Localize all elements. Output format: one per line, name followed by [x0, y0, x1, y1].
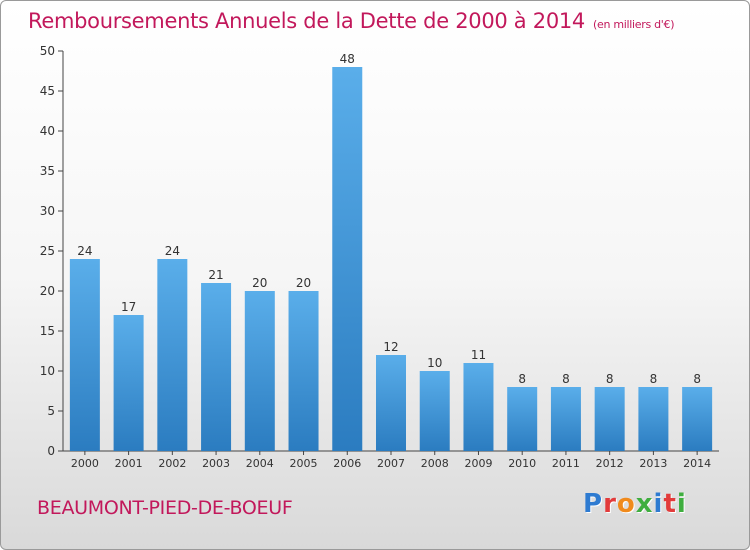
bar-value-label: 12 — [383, 340, 398, 354]
logo-letter: i — [653, 489, 664, 519]
x-tick-label: 2008 — [421, 457, 449, 470]
x-tick-label: 2006 — [333, 457, 361, 470]
y-tick-label: 20 — [40, 284, 55, 298]
bar — [69, 259, 100, 451]
logo-letter: r — [603, 489, 617, 519]
bar — [244, 291, 275, 451]
bar — [332, 67, 363, 451]
bar — [550, 387, 581, 451]
chart-title-text: Remboursements Annuels de la Dette de 20… — [28, 9, 585, 33]
bar-value-label: 20 — [252, 276, 267, 290]
bar-value-label: 8 — [606, 372, 614, 386]
x-tick-label: 2010 — [508, 457, 536, 470]
bar-value-label: 8 — [562, 372, 570, 386]
bar — [419, 371, 450, 451]
bar-value-label: 20 — [296, 276, 311, 290]
x-tick-label: 2009 — [464, 457, 492, 470]
bar-value-label: 8 — [518, 372, 526, 386]
bar-value-label: 8 — [693, 372, 701, 386]
x-tick-label: 2014 — [683, 457, 711, 470]
chart-unit: (en milliers d'€) — [593, 18, 675, 31]
x-tick-label: 2013 — [639, 457, 667, 470]
x-tick-label: 2000 — [71, 457, 99, 470]
bar — [376, 355, 406, 451]
x-tick-label: 2004 — [246, 457, 274, 470]
x-tick-label: 2003 — [202, 457, 230, 470]
logo-letter: x — [635, 489, 654, 519]
x-tick-label: 2002 — [158, 457, 186, 470]
bar-value-label: 24 — [165, 244, 180, 258]
y-tick-label: 35 — [40, 164, 55, 178]
bar-value-label: 48 — [340, 52, 355, 66]
x-tick-label: 2001 — [115, 457, 143, 470]
bar-value-label: 24 — [77, 244, 92, 258]
bar — [288, 291, 319, 451]
y-tick-label: 0 — [47, 444, 55, 458]
bar — [594, 387, 625, 451]
x-tick-label: 2005 — [290, 457, 318, 470]
bar — [201, 283, 232, 451]
x-tick-label: 2012 — [596, 457, 624, 470]
chart-title: Remboursements Annuels de la Dette de 20… — [28, 9, 674, 33]
bar — [113, 315, 144, 451]
bar-value-label: 11 — [471, 348, 486, 362]
bar-value-label: 21 — [208, 268, 223, 282]
bar — [682, 387, 713, 451]
y-tick-label: 40 — [40, 124, 55, 138]
logo-letter: o — [616, 489, 636, 519]
bar-value-label: 17 — [121, 300, 136, 314]
y-tick-label: 5 — [47, 404, 55, 418]
y-tick-label: 15 — [40, 324, 55, 338]
bar — [157, 259, 188, 451]
logo-letter: P — [583, 489, 604, 519]
proxiti-logo: Proxiti — [583, 489, 687, 519]
bar — [638, 387, 669, 451]
logo-letter: i — [676, 489, 687, 519]
bar-value-label: 8 — [650, 372, 658, 386]
x-tick-label: 2007 — [377, 457, 405, 470]
y-tick-label: 10 — [40, 364, 55, 378]
bar-value-label: 10 — [427, 356, 442, 370]
y-tick-label: 50 — [40, 44, 55, 58]
bar — [507, 387, 538, 451]
bar — [463, 363, 494, 451]
y-tick-label: 30 — [40, 204, 55, 218]
commune-name: BEAUMONT-PIED-DE-BOEUF — [37, 497, 293, 519]
y-tick-label: 45 — [40, 84, 55, 98]
logo-letter: t — [663, 489, 677, 519]
y-tick-label: 25 — [40, 244, 55, 258]
x-tick-label: 2011 — [552, 457, 580, 470]
